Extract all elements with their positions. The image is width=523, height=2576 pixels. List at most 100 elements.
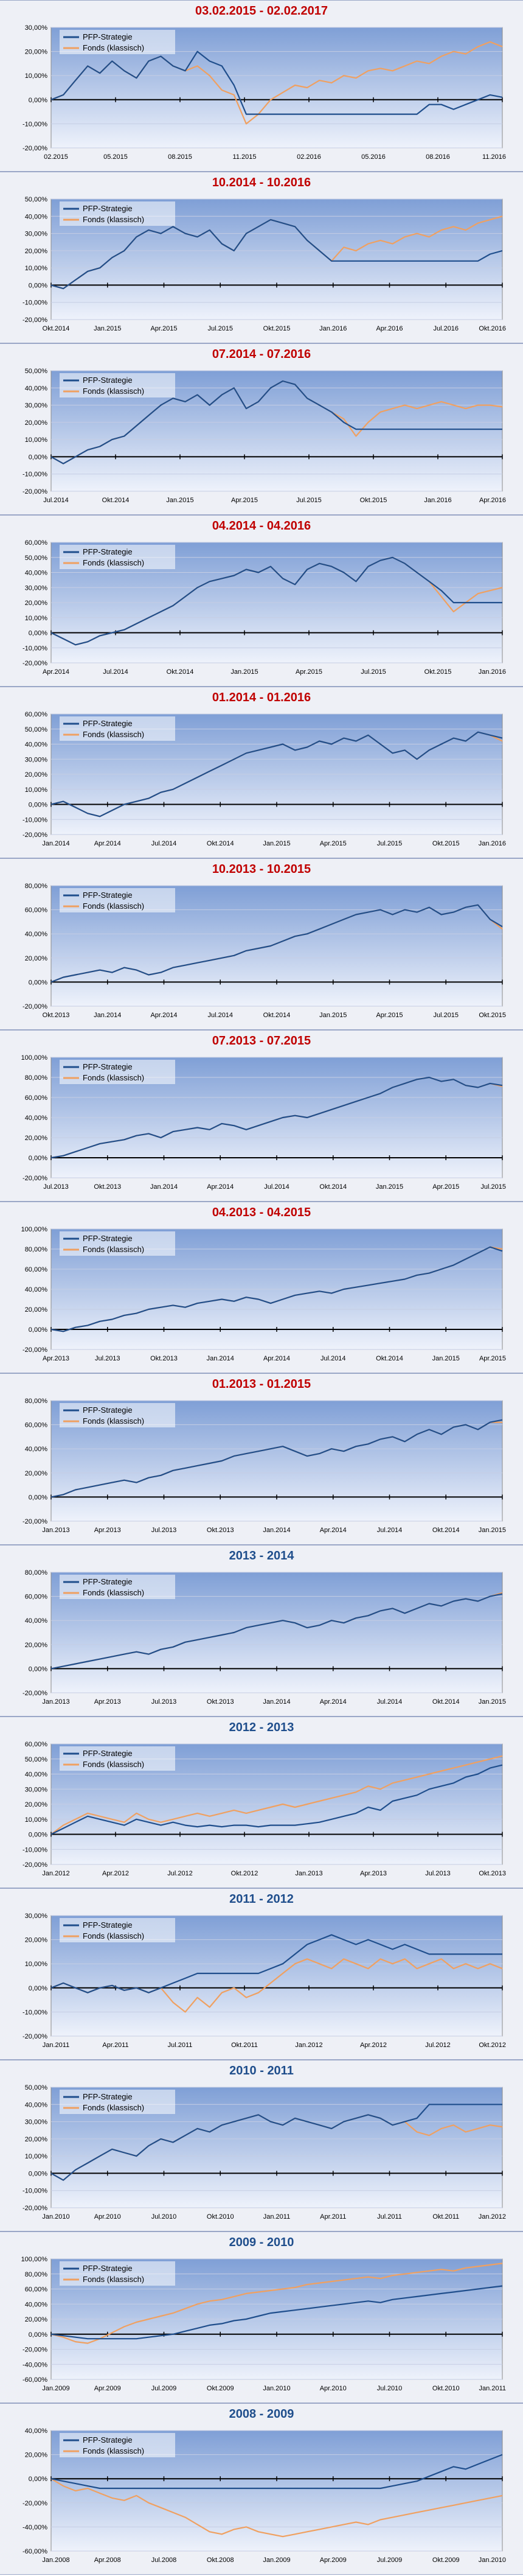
x-tick-label: Okt.2011 [231,2042,258,2049]
y-tick-label: 80,00% [25,1569,48,1577]
series-line-strategy [50,380,502,464]
chart-panel: 03.02.2015 - 02.02.2017 30,00% 20,00% 10,00… [0,0,523,172]
y-tick-label: -10,00% [23,471,47,478]
x-tick-label: Okt.2013 [207,1527,234,1534]
chart-title: 03.02.2015 - 02.02.2017 [195,4,328,18]
legend-label: PFP-Strategie [83,891,133,900]
x-tick-label: Jul.2009 [377,2557,403,2564]
x-tick-label: Jan.2013 [295,1870,322,1877]
legend-box [60,716,175,741]
line-chart: 60,00% 50,00% 40,00% 30,00% 20,00% 10,00% 0,00… [23,1741,506,1877]
y-tick-label: 100,00% [21,1054,48,1062]
y-tick-label: -20,00% [23,1518,47,1525]
x-tick-label: Jul.2015 [377,840,403,847]
chart-panel: 2009 - 2010 100,00% 80,00% 60,00% 40,00% 20,0… [0,2231,523,2403]
legend-label: Fonds (klassisch) [83,215,144,224]
series-line-strategy [50,2104,502,2181]
y-tick-label: 0,00% [29,979,47,986]
legend-label: Fonds (klassisch) [83,387,144,396]
y-tick-label: 60,00% [25,907,48,914]
x-tick-label: Okt.2013 [43,1012,70,1019]
line-chart: 100,00% 80,00% 60,00% 40,00% 20,00% 0,00% -20,… [21,1054,506,1191]
y-tick-label: 30,00% [25,756,48,763]
x-tick-label: Jan.2011 [43,2042,69,2049]
x-tick-label: 02.2016 [297,153,321,161]
x-tick-label: Jan.2014 [94,1012,121,1019]
x-tick-label: 05.2015 [103,153,128,161]
x-tick-label: Jan.2011 [263,2213,290,2221]
x-tick-label: Jan.2014 [150,1183,178,1191]
x-tick-label: Jul.2014 [151,840,177,847]
chart-title: 10.2013 - 10.2015 [212,863,311,876]
y-tick-label: 40,00% [25,1617,48,1625]
series-line-strategy [50,1246,503,1332]
x-tick-label: Apr.2009 [94,2385,121,2392]
legend-label: PFP-Strategie [83,32,133,41]
chart-title: 07.2014 - 07.2016 [212,348,311,361]
x-tick-label: Jul.2010 [377,2385,403,2392]
legend: PFP-Strategie Fonds (klassisch) [60,545,175,569]
x-tick-label: Apr.2014 [43,668,69,676]
x-tick-label: Okt.2013 [479,1870,506,1877]
chart-panel: 2010 - 2011 50,00% 40,00% 30,00% 20,00% 10,00… [0,2060,523,2231]
x-tick-label: Apr.2013 [94,1698,121,1706]
y-tick-label: 40,00% [25,1446,48,1453]
y-tick-label: 40,00% [25,1286,48,1293]
x-tick-label: Jul.2014 [264,1183,289,1191]
y-tick-label: 10,00% [25,615,48,622]
legend-box [60,2433,175,2457]
x-tick-label: Jul.2016 [433,325,459,332]
y-tick-label: 0,00% [29,1155,47,1162]
legend-label: PFP-Strategie [83,2092,133,2101]
x-tick-label: Jan.2009 [42,2385,69,2392]
chart-panel: 01.2014 - 01.2016 60,00% 50,00% 40,00% 30,00… [0,687,523,858]
line-chart: 80,00% 60,00% 40,00% 20,00% 0,00% -20,00% Okt.… [23,883,506,1019]
x-tick-label: Apr.2015 [296,668,322,676]
y-tick-label: -20,00% [23,660,47,667]
x-tick-label: Apr.2015 [320,840,347,847]
x-tick-label: Jul.2010 [151,2213,177,2221]
x-tick-label: Apr.2013 [43,1355,69,1362]
x-tick-label: Apr.2016 [479,497,506,504]
x-tick-label: Jan.2014 [263,1698,290,1706]
x-tick-label: Jan.2010 [42,2213,69,2221]
line-chart: 80,00% 60,00% 40,00% 20,00% 0,00% -20,00% Jan.… [23,1398,506,1534]
y-tick-label: 30,00% [25,24,48,32]
series-line-strategy [50,1934,502,1993]
chart-title: 2011 - 2012 [229,1892,294,1906]
legend-label: PFP-Strategie [83,2264,133,2273]
y-tick-label: 30,00% [25,584,48,592]
legend-box [60,373,175,397]
line-chart: 100,00% 80,00% 60,00% 40,00% 20,00% 0,00% -20,… [21,1226,506,1362]
line-chart: 100,00% 80,00% 60,00% 40,00% 20,00% 0,00% -20,… [21,2256,506,2392]
y-tick-label: 80,00% [25,2271,48,2278]
y-tick-label: 10,00% [25,786,48,794]
y-tick-label: 0,00% [29,630,47,637]
y-tick-label: -60,00% [23,2548,47,2555]
legend-label: PFP-Strategie [83,2435,133,2445]
x-tick-label: Jan.2015 [479,1698,506,1706]
x-tick-label: Okt.2015 [424,668,452,676]
x-tick-label: Jul.2013 [425,1870,451,1877]
legend-label: PFP-Strategie [83,719,133,728]
x-tick-label: Jan.2013 [42,1698,69,1706]
y-tick-label: 10,00% [25,1961,48,1968]
legend: PFP-Strategie Fonds (klassisch) [60,1060,175,1084]
x-tick-label: Jan.2011 [479,2385,506,2392]
y-tick-label: 40,00% [25,741,48,749]
y-tick-label: 0,00% [29,2331,47,2339]
y-tick-label: 20,00% [25,248,48,255]
series-line-strategy [50,904,503,983]
x-tick-label: Jul.2015 [296,497,322,504]
y-tick-label: 20,00% [25,1642,48,1649]
x-tick-label: Okt.2015 [432,840,460,847]
x-tick-label: Apr.2014 [320,1698,347,1706]
chart-title: 2008 - 2009 [229,2407,294,2421]
legend-label: Fonds (klassisch) [83,1416,144,1426]
chart-title: 2012 - 2013 [229,1721,294,1734]
series-line-strategy [50,556,502,646]
legend-box [60,2090,175,2114]
y-tick-label: 50,00% [25,555,48,562]
x-tick-label: Apr.2011 [320,2213,346,2221]
x-tick-label: Apr.2015 [376,1012,403,1019]
